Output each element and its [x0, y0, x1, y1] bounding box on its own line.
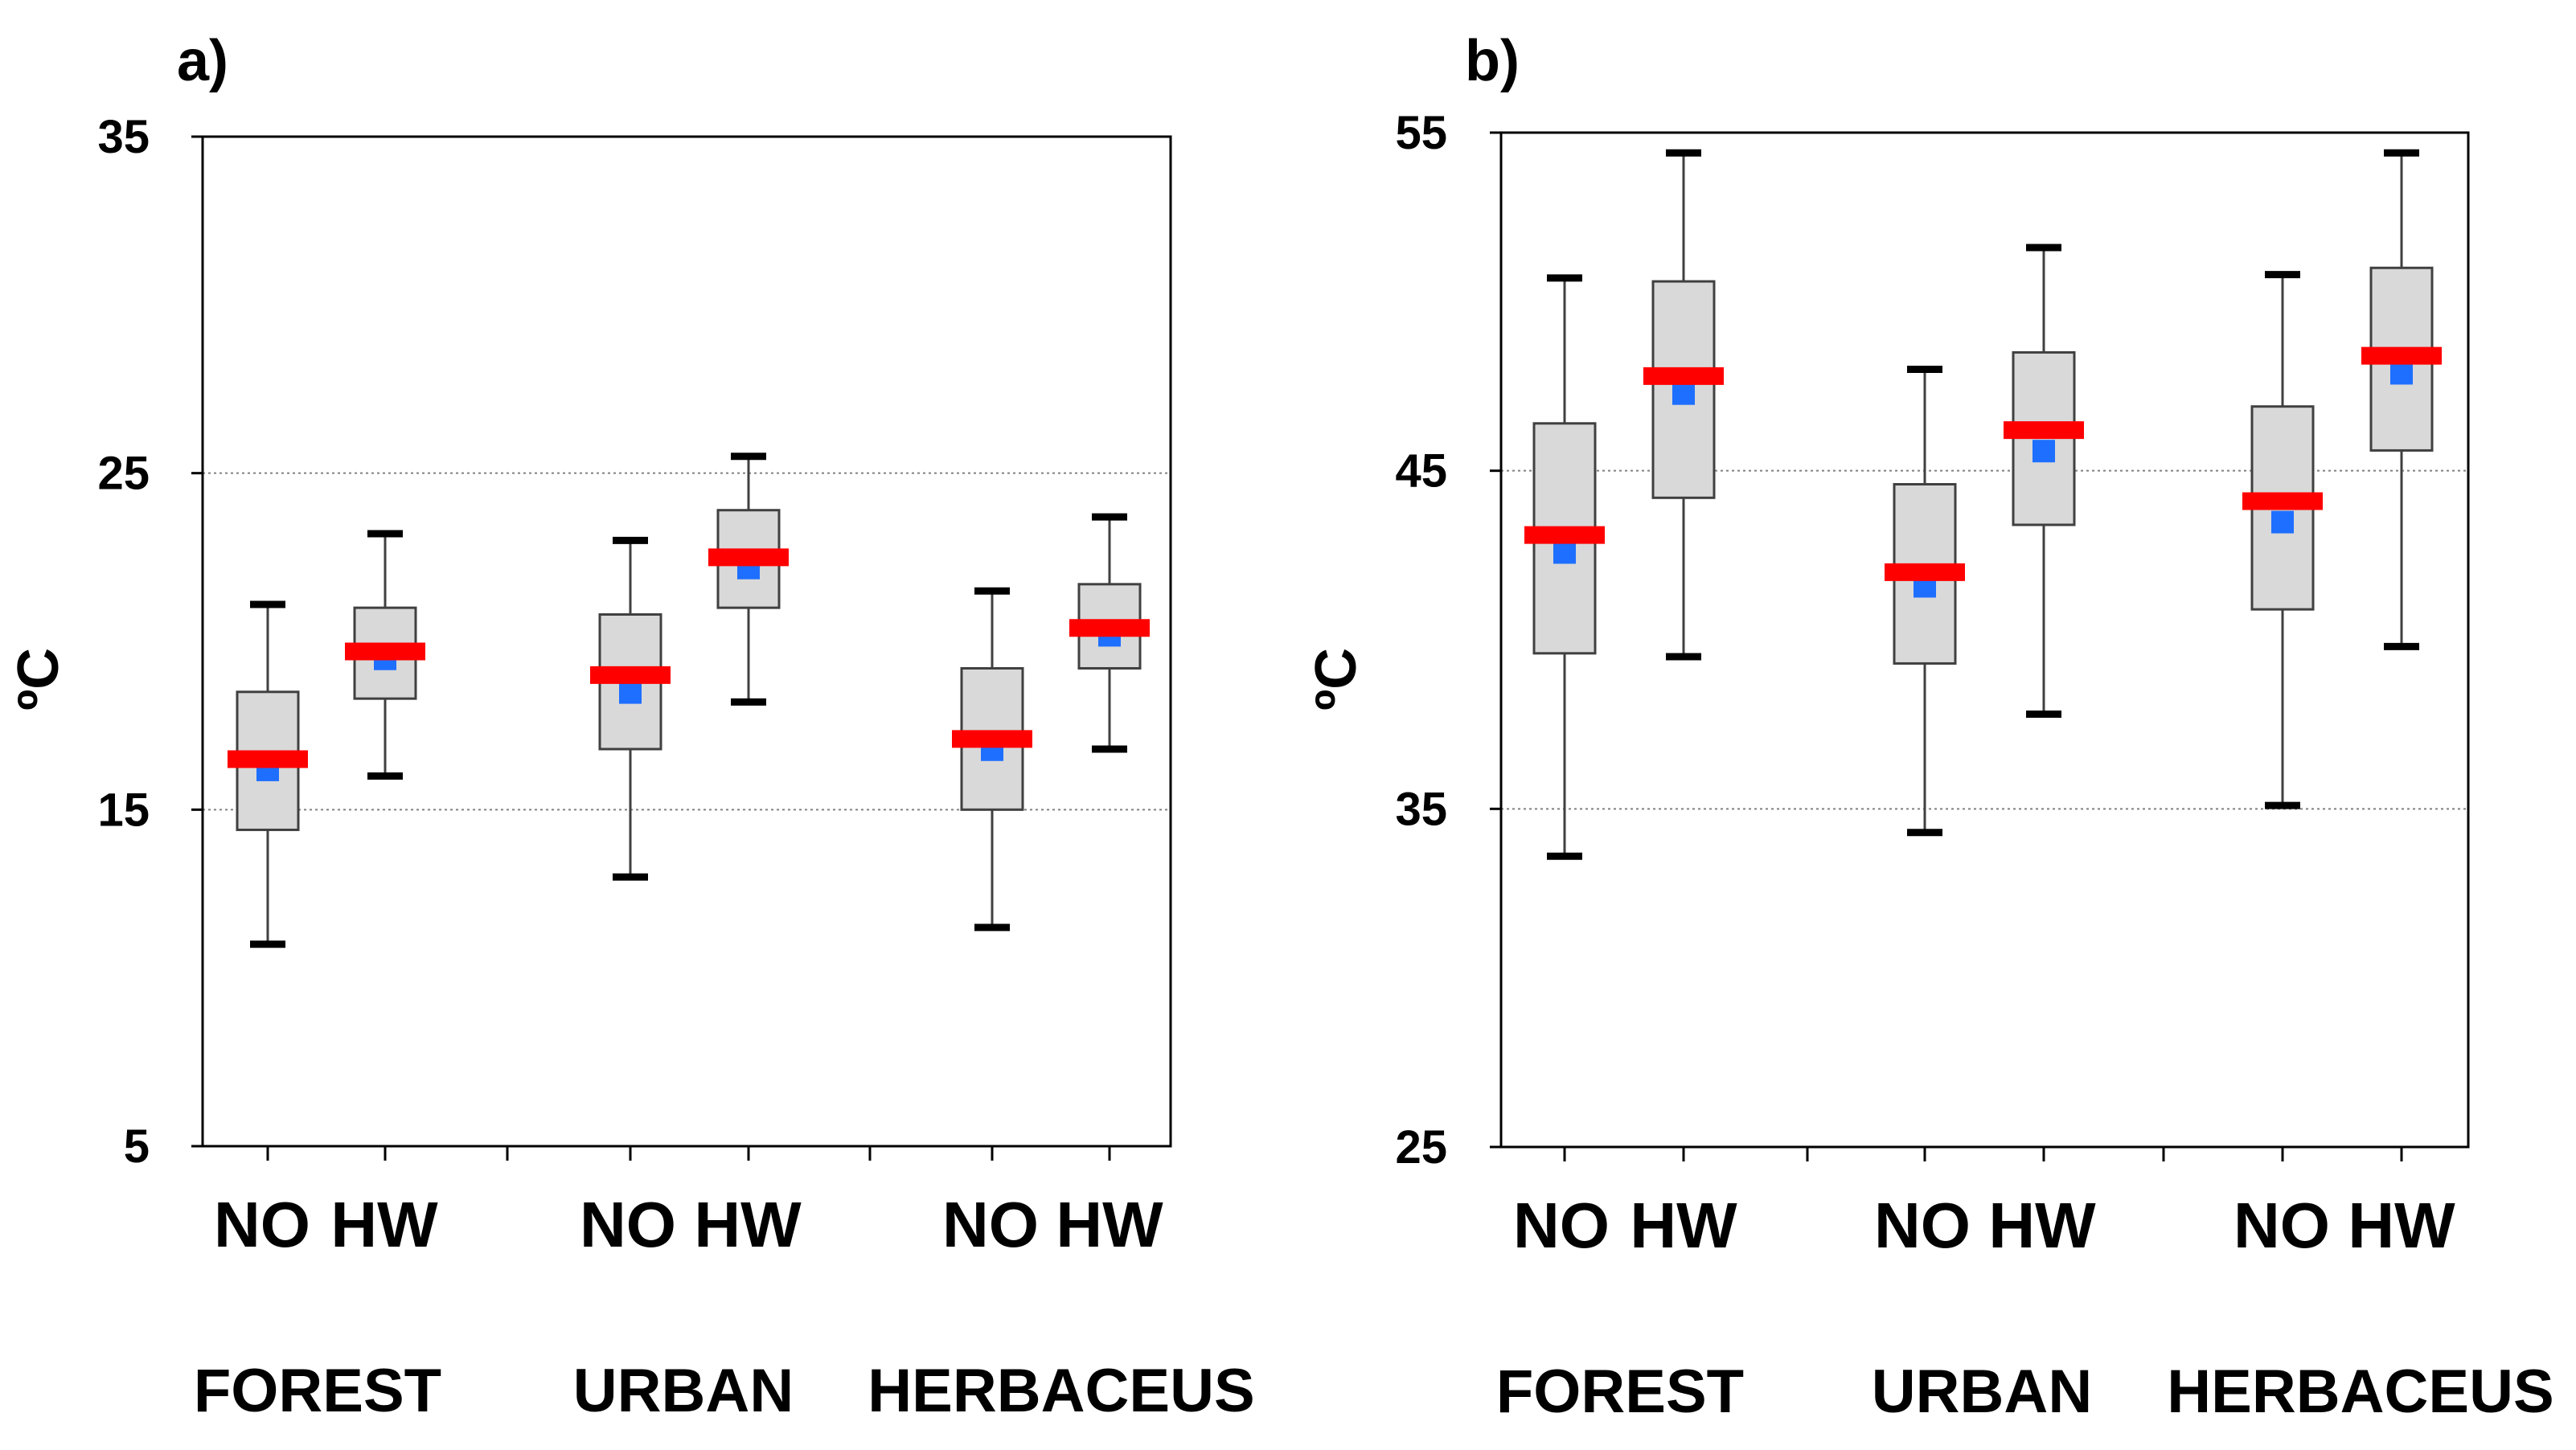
y-tick-label: 45: [1395, 445, 1447, 498]
mean-marker: [619, 681, 642, 704]
box-urban-hw: [708, 453, 789, 706]
y-tick-label: 25: [97, 448, 150, 500]
mean-marker: [1553, 541, 1576, 564]
box-herbaceus-no: [952, 587, 1032, 932]
category-label: FOREST: [1496, 1358, 1744, 1426]
mean-marker: [2390, 362, 2413, 385]
y-tick-label: 25: [1395, 1121, 1447, 1174]
category-label: URBAN: [1872, 1358, 2092, 1426]
group-label-hw: HW: [2348, 1190, 2455, 1261]
group-label-hw: HW: [330, 1189, 438, 1260]
y-tick-label: 35: [97, 111, 150, 163]
group-label-hw: HW: [1988, 1190, 2096, 1261]
mean-marker: [2271, 510, 2294, 534]
y-tick-label: 35: [1395, 783, 1447, 835]
box-forest-no: [1524, 274, 1605, 860]
y-tick-label: 55: [1395, 107, 1447, 159]
y-tick-label: 5: [124, 1120, 150, 1173]
mean-marker: [1672, 382, 1695, 405]
group-label-no: NO: [1874, 1190, 1971, 1261]
category-label: HERBACEUS: [2167, 1358, 2553, 1426]
group-label-no: NO: [942, 1189, 1039, 1260]
y-tick-label: 15: [97, 784, 150, 836]
group-label-no: NO: [214, 1189, 310, 1260]
plot-frame: [201, 135, 1172, 1148]
panel-label: b): [1465, 29, 1520, 93]
mean-marker: [2032, 440, 2055, 463]
box-forest-hw: [1643, 149, 1724, 661]
group-label-hw: HW: [1056, 1189, 1163, 1260]
y-axis-label: ºC: [1304, 648, 1368, 711]
group-label-hw: HW: [694, 1189, 802, 1260]
group-label-no: NO: [580, 1189, 676, 1260]
box-urban-hw: [2004, 244, 2084, 719]
plot-frame: [1499, 131, 2470, 1149]
box-herbaceus-hw: [2361, 149, 2442, 650]
box-urban-no: [590, 536, 671, 881]
panel-label: a): [177, 29, 228, 93]
box-urban-no: [1885, 365, 1965, 837]
group-label-no: NO: [2233, 1190, 2330, 1261]
box-herbaceus-no: [2242, 271, 2323, 809]
box-forest-no: [228, 600, 308, 948]
box-herbaceus-hw: [1069, 513, 1150, 753]
group-label-no: NO: [1513, 1190, 1610, 1261]
category-label: URBAN: [573, 1357, 794, 1425]
y-axis-label: ºC: [6, 648, 71, 711]
category-label: HERBACEUS: [868, 1357, 1254, 1425]
category-label: FOREST: [194, 1357, 441, 1425]
box-forest-hw: [345, 530, 425, 780]
group-label-hw: HW: [1630, 1190, 1737, 1261]
